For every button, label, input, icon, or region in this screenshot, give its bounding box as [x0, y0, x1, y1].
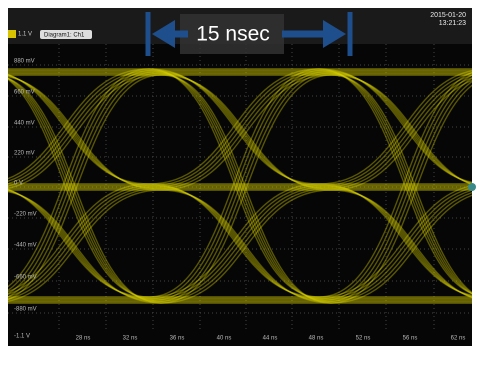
y-label: 220 mV: [14, 151, 35, 157]
y-label: -880 mV: [14, 307, 37, 313]
x-label: 52 ns: [356, 336, 371, 342]
x-label: 32 ns: [123, 336, 138, 342]
channel-marker: [8, 30, 16, 38]
y-label: -1.1 V: [14, 334, 30, 340]
offset-marker: [468, 183, 476, 191]
y-label: 880 mV: [14, 59, 35, 65]
x-label: 40 ns: [217, 336, 232, 342]
time: 13:21:23: [439, 20, 466, 27]
x-label: 62 ns: [451, 336, 466, 342]
y-label: -660 mV: [14, 275, 37, 281]
channel-label: 1.1 V: [18, 32, 32, 38]
x-label: 36 ns: [170, 336, 185, 342]
x-label: 28 ns: [76, 336, 91, 342]
x-label: 48 ns: [309, 336, 324, 342]
y-label: 660 mV: [14, 90, 35, 96]
y-label: 440 mV: [14, 121, 35, 127]
page: 1.1 V Diagram1: Ch1 2015-01-20 13:21:23 …: [0, 0, 477, 368]
annotation-text: 15 nsec: [196, 23, 270, 46]
y-label: -220 mV: [14, 212, 37, 218]
date: 2015-01-20: [430, 12, 466, 19]
y-label: -440 mV: [14, 243, 37, 249]
y-label: 0 V: [14, 181, 23, 187]
x-label: 56 ns: [403, 336, 418, 342]
diagram-label: Diagram1: Ch1: [44, 33, 85, 39]
x-label: 44 ns: [263, 336, 278, 342]
scope-screen: 1.1 V Diagram1: Ch1 2015-01-20 13:21:23 …: [0, 0, 477, 363]
